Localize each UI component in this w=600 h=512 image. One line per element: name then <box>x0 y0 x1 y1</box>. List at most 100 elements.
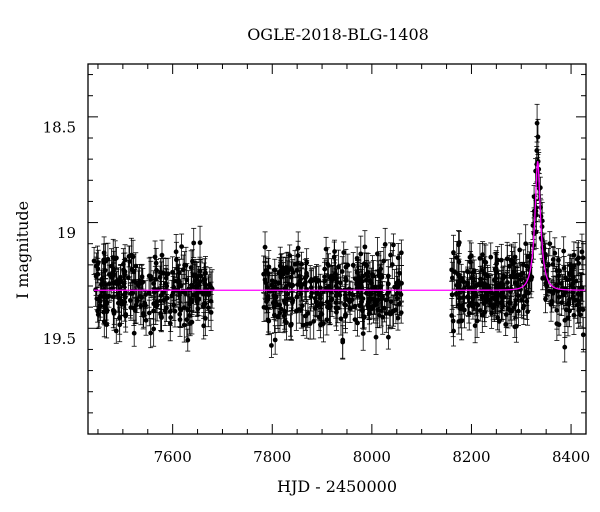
data-point <box>358 265 364 305</box>
data-point <box>173 241 179 278</box>
data-point <box>384 277 390 311</box>
chart-title: OGLE-2018-BLG-1408 <box>247 25 429 44</box>
data-point <box>557 257 563 285</box>
data-point <box>377 281 383 308</box>
data-point <box>467 251 473 274</box>
data-point <box>556 279 562 315</box>
plot-frame <box>87 63 587 435</box>
data-point <box>304 258 310 289</box>
data-point <box>181 307 187 343</box>
data-point <box>285 254 291 286</box>
data-point <box>479 297 485 333</box>
data-point <box>197 256 203 286</box>
data-point <box>168 303 174 332</box>
data-point <box>184 301 190 338</box>
y-axis-title: I magnitude <box>13 201 32 299</box>
data-point <box>320 304 326 343</box>
data-point <box>158 258 164 288</box>
data-point <box>579 274 585 302</box>
data-point <box>509 296 515 327</box>
x-tick-label: 8400 <box>552 448 590 466</box>
data-point <box>508 265 514 289</box>
data-point <box>148 317 154 349</box>
data-point <box>122 244 128 275</box>
data-point <box>355 309 361 337</box>
data-point <box>193 282 199 306</box>
data-point <box>513 309 519 343</box>
data-point <box>354 256 360 289</box>
data-point <box>206 274 212 311</box>
data-point <box>309 279 315 308</box>
data-point <box>281 262 287 286</box>
data-point <box>201 312 207 340</box>
data-point <box>128 279 134 308</box>
data-point <box>178 267 184 304</box>
data-point <box>326 287 332 324</box>
data-point <box>295 231 301 265</box>
data-point <box>571 295 577 335</box>
data-point <box>285 260 291 285</box>
data-point <box>561 256 567 281</box>
data-point <box>158 300 164 333</box>
data-point <box>352 308 358 331</box>
data-point <box>488 242 494 272</box>
x-tick-label: 8000 <box>353 448 391 466</box>
data-point <box>562 302 568 339</box>
data-point <box>570 268 576 299</box>
data-point <box>118 286 124 316</box>
data-point <box>489 273 495 313</box>
data-point <box>466 288 472 324</box>
data-point <box>467 240 473 275</box>
data-point <box>188 287 194 312</box>
data-point <box>579 233 585 271</box>
data-point <box>517 233 523 267</box>
data-point <box>191 227 197 259</box>
data-point <box>135 267 141 304</box>
data-point <box>482 256 488 292</box>
data-point <box>504 241 510 276</box>
data-point <box>554 291 560 330</box>
data-point <box>577 280 583 309</box>
data-point <box>390 233 396 257</box>
data-point <box>282 286 288 319</box>
data-point <box>123 296 129 333</box>
data-point <box>451 315 457 347</box>
data-point <box>456 308 462 335</box>
data-point <box>552 237 558 269</box>
data-point <box>450 234 456 271</box>
data-point <box>272 258 278 282</box>
data-point <box>455 255 461 293</box>
data-point <box>470 282 476 314</box>
data-point <box>464 268 470 297</box>
data-point <box>262 231 268 263</box>
x-tick-label: 7800 <box>253 448 291 466</box>
model-curve <box>93 161 586 291</box>
data-point <box>388 242 394 268</box>
data-point <box>511 294 517 321</box>
data-point <box>566 265 572 294</box>
data-point <box>261 292 267 322</box>
data-point <box>111 266 117 299</box>
data-point <box>313 286 319 318</box>
data-point <box>268 333 274 358</box>
data-point <box>474 304 480 338</box>
data-point <box>294 284 300 310</box>
data-point <box>183 246 189 285</box>
x-tick-label: 7600 <box>154 448 192 466</box>
data-point <box>265 304 271 336</box>
data-point <box>303 262 309 293</box>
data-point <box>318 301 324 328</box>
data-point <box>496 310 502 333</box>
data-point <box>345 253 351 277</box>
y-tick-label: 19 <box>57 224 76 242</box>
data-point <box>495 246 501 274</box>
data-point <box>271 282 277 309</box>
data-point <box>163 268 169 300</box>
data-point <box>110 292 116 329</box>
data-point <box>95 249 101 276</box>
data-point <box>471 259 477 282</box>
data-point <box>179 233 185 260</box>
data-point <box>561 236 567 266</box>
x-axis-title: HJD - 2450000 <box>277 477 397 496</box>
data-point <box>503 312 509 336</box>
